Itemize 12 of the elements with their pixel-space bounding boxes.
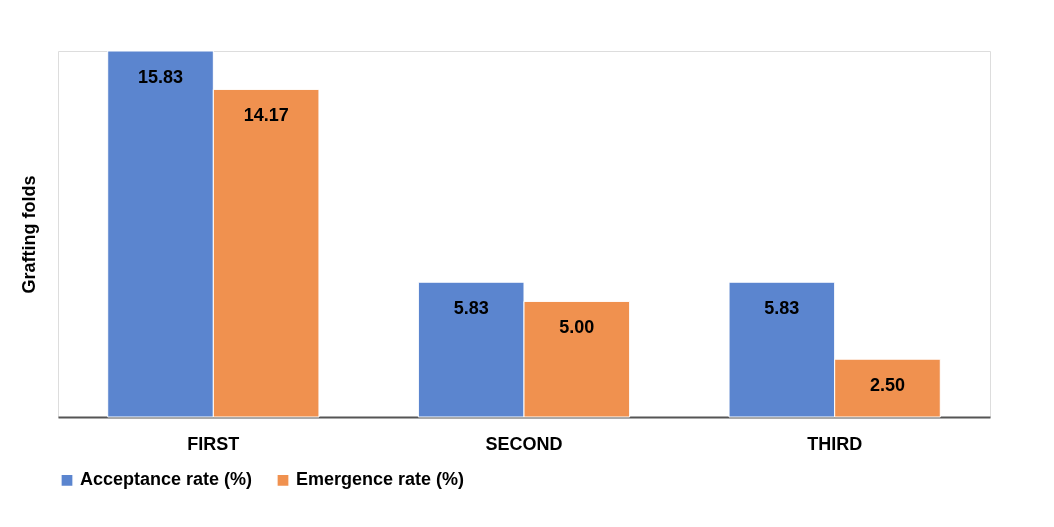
legend-label: Acceptance rate (%) — [80, 469, 253, 490]
x-tick-label: SECOND — [485, 433, 563, 454]
data-label: 2.50 — [869, 375, 905, 396]
data-label: 5.83 — [453, 298, 489, 319]
data-label: 5.00 — [559, 317, 595, 338]
legend-label: Emergence rate (%) — [296, 469, 465, 490]
y-axis-title: Grafting folds — [18, 175, 39, 294]
x-tick-label: THIRD — [807, 433, 863, 454]
data-label: 15.83 — [138, 67, 184, 87]
data-label: 14.17 — [243, 105, 289, 126]
x-tick-label: FIRST — [187, 433, 240, 454]
data-label: 5.83 — [764, 298, 800, 319]
